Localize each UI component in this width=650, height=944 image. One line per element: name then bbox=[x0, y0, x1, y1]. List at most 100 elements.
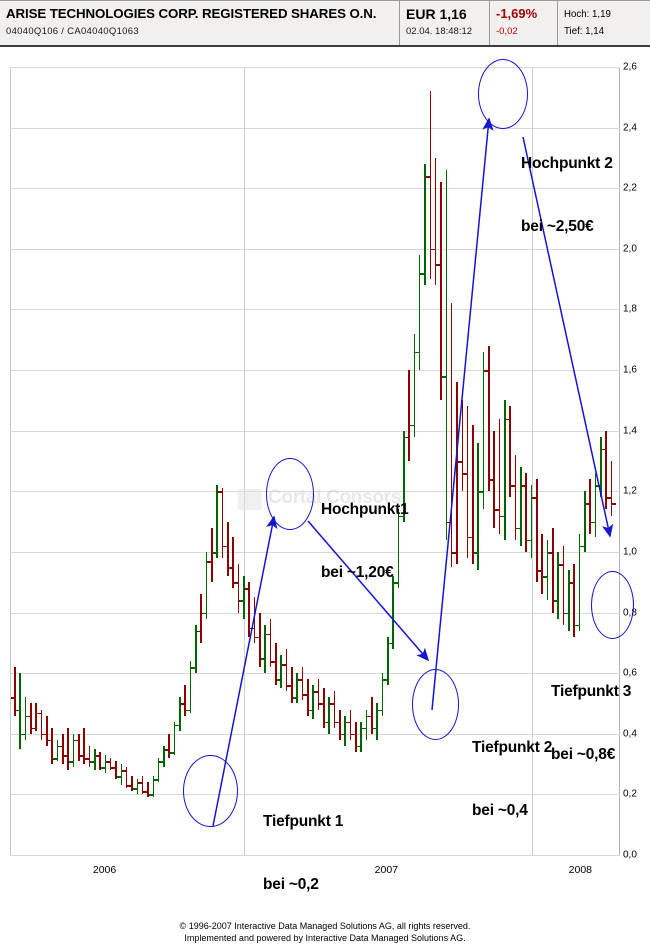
ohlc-open-tick bbox=[122, 770, 126, 772]
ohlc-open-tick bbox=[420, 273, 425, 275]
ohlc-bar bbox=[218, 488, 227, 558]
ohlc-bar bbox=[442, 170, 451, 540]
ohlc-open-tick bbox=[266, 633, 270, 636]
ohlc-bar bbox=[585, 479, 595, 534]
ohlc-open-tick bbox=[601, 448, 606, 451]
annotation-tiefpunkt-1: Tiefpunkt 1 bei ~0,2 bbox=[263, 769, 343, 937]
y-axis-tick-label: 2,2 bbox=[623, 182, 637, 194]
ohlc-bar bbox=[554, 551, 563, 619]
ohlc-open-tick bbox=[165, 748, 169, 751]
ohlc-open-tick bbox=[308, 709, 313, 712]
y-axis-tick-label: 1,8 bbox=[623, 303, 637, 315]
change-absolute: -0,02 bbox=[496, 26, 518, 37]
ohlc-open-tick bbox=[372, 727, 377, 730]
ohlc-open-tick bbox=[90, 761, 94, 763]
ohlc-open-tick bbox=[452, 551, 457, 554]
ohlc-bar bbox=[234, 564, 243, 613]
ohlc-open-tick bbox=[490, 479, 494, 481]
ohlc-bar bbox=[420, 163, 430, 286]
ohlc-open-tick bbox=[149, 794, 153, 796]
ohlc-bar bbox=[500, 400, 510, 540]
ohlc-close-tick bbox=[612, 503, 616, 506]
ohlc-open-tick bbox=[538, 570, 542, 572]
ohlc-open-tick bbox=[330, 703, 334, 706]
ohlc-bar bbox=[356, 721, 366, 752]
copyright-line-2: Implemented and powered by Interactive D… bbox=[184, 933, 466, 943]
ohlc-bar bbox=[474, 442, 483, 571]
gridline-y bbox=[10, 370, 620, 372]
ohlc-bar bbox=[538, 533, 547, 595]
ohlc-bar bbox=[85, 745, 94, 768]
ohlc-open-tick bbox=[37, 712, 41, 715]
ohlc-open-tick bbox=[191, 667, 196, 669]
gridline-y bbox=[10, 612, 620, 614]
ohlc-bar bbox=[308, 685, 318, 719]
ohlc-open-tick bbox=[516, 527, 521, 530]
ohlc-open-tick bbox=[79, 754, 84, 757]
y-axis-tick-label: 1,4 bbox=[623, 425, 637, 437]
ohlc-bar bbox=[564, 570, 574, 631]
ohlc-bar bbox=[447, 303, 456, 568]
ohlc-bar bbox=[436, 182, 446, 401]
price-cell: EUR 1,16 02.04. 18:48:12 bbox=[400, 1, 490, 45]
ohlc-open-tick bbox=[213, 551, 217, 554]
ohlc-open-tick bbox=[362, 727, 366, 730]
ohlc-open-tick bbox=[596, 485, 601, 487]
ohlc-open-tick bbox=[527, 539, 531, 542]
ohlc-open-tick bbox=[197, 630, 201, 633]
ohlc-bar bbox=[532, 479, 542, 583]
quote-header: ARISE TECHNOLOGIES CORP. REGISTERED SHAR… bbox=[0, 0, 650, 47]
ohlc-open-tick bbox=[319, 703, 323, 706]
annotation-tiefpunkt-3: Tiefpunkt 3 bei ~0,8€ bbox=[551, 639, 631, 807]
day-low: Tief: 1,14 bbox=[564, 26, 605, 37]
ohlc-bar bbox=[410, 333, 419, 437]
ohlc-open-tick bbox=[255, 636, 260, 639]
gridline-y bbox=[10, 794, 620, 796]
instrument-cell: ARISE TECHNOLOGIES CORP. REGISTERED SHAR… bbox=[0, 1, 400, 45]
ohlc-open-tick bbox=[170, 751, 174, 754]
ohlc-open-tick bbox=[202, 612, 206, 615]
ohlc-open-tick bbox=[404, 436, 409, 439]
annotation-tiefpunkt-3-line2: bei ~0,8€ bbox=[551, 746, 616, 763]
ohlc-bar bbox=[426, 91, 435, 280]
ohlc-bar bbox=[213, 485, 222, 558]
gridline-y bbox=[10, 430, 620, 432]
ohlc-open-tick bbox=[495, 509, 499, 512]
annotation-hochpunkt-1-line1: Hochpunkt1 bbox=[321, 501, 409, 518]
y-axis-tick-label: 1,6 bbox=[623, 364, 637, 376]
ohlc-open-tick bbox=[26, 715, 30, 718]
ohlc-bar bbox=[452, 382, 462, 565]
ohlc-open-tick bbox=[276, 679, 281, 681]
ohlc-open-tick bbox=[532, 497, 537, 499]
ohlc-open-tick bbox=[484, 370, 489, 372]
ohlc-open-tick bbox=[159, 761, 164, 763]
ohlc-open-tick bbox=[378, 709, 382, 712]
ohlc-open-tick bbox=[271, 661, 276, 663]
y-axis-tick-label: 0,0 bbox=[623, 849, 637, 861]
ohlc-open-tick bbox=[207, 561, 212, 563]
ohlc-bar bbox=[197, 594, 206, 643]
gridline-y bbox=[10, 67, 620, 68]
ohlc-open-tick bbox=[463, 473, 467, 475]
ohlc-open-tick bbox=[410, 424, 414, 427]
ohlc-open-tick bbox=[261, 657, 265, 660]
ohlc-bar bbox=[10, 667, 19, 716]
ohlc-bar bbox=[543, 539, 552, 601]
ohlc-open-tick bbox=[447, 521, 451, 524]
ohlc-bar bbox=[490, 430, 499, 528]
gridline-y bbox=[10, 127, 620, 129]
ohlc-open-tick bbox=[442, 376, 446, 378]
quote-timestamp: 02.04. 18:48:12 bbox=[406, 26, 473, 37]
ohlc-bar bbox=[479, 351, 488, 510]
ohlc-bar bbox=[575, 533, 584, 631]
ohlc-open-tick bbox=[340, 733, 345, 736]
ohlc-open-tick bbox=[324, 721, 329, 724]
gridline-y bbox=[10, 733, 620, 735]
ohlc-bar bbox=[31, 703, 41, 731]
ohlc-bar bbox=[170, 721, 179, 755]
ohlc-open-tick bbox=[436, 263, 441, 266]
gridline-y bbox=[10, 188, 620, 190]
gridline-y bbox=[10, 248, 620, 250]
gridline-x bbox=[244, 67, 245, 855]
ohlc-bar bbox=[69, 733, 78, 768]
